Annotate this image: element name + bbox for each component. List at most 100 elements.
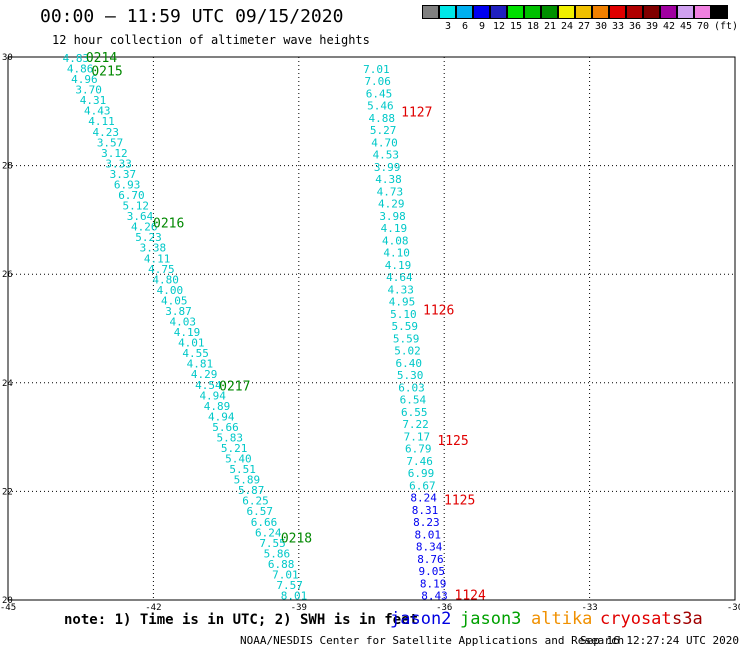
color-swatch-label: 15 xyxy=(509,21,523,32)
wave-height-value: 8.43 xyxy=(421,590,448,603)
wave-height-value: 5.59 xyxy=(393,332,420,345)
wave-height-value: 4.70 xyxy=(371,136,398,149)
wave-height-value: 4.95 xyxy=(389,296,416,309)
wave-height-value: 4.83 xyxy=(63,52,90,65)
satellite-legend-item: altika xyxy=(531,609,593,629)
wave-height-value: 4.11 xyxy=(144,252,171,265)
color-swatch xyxy=(541,5,558,19)
wave-height-value: 6.54 xyxy=(400,394,427,407)
wave-height-value: 4.10 xyxy=(383,247,410,260)
wave-height-value: 3.33 xyxy=(105,157,132,170)
color-swatch xyxy=(456,5,473,19)
wave-height-value: 4.38 xyxy=(375,173,402,186)
color-swatch xyxy=(490,5,507,19)
wave-height-value: 5.59 xyxy=(392,320,419,333)
wave-height-value: 8.24 xyxy=(410,492,437,505)
wave-height-value: 5.83 xyxy=(217,431,244,444)
wave-height-value: 4.19 xyxy=(174,326,201,339)
color-swatch-label: 36 xyxy=(628,21,642,32)
longitude-tick-label: -36 xyxy=(436,603,452,613)
credit-text: NOAA/NESDIS Center for Satellite Applica… xyxy=(240,634,625,647)
color-swatch xyxy=(558,5,575,19)
wave-height-value: 4.33 xyxy=(387,283,414,296)
wave-height-value: 6.79 xyxy=(405,443,432,456)
color-swatch xyxy=(626,5,643,19)
wave-height-value: 4.53 xyxy=(373,149,400,162)
wave-height-value: 6.93 xyxy=(114,178,141,191)
wave-height-value: 5.46 xyxy=(367,100,394,113)
wave-height-value: 4.29 xyxy=(191,368,218,381)
wave-height-value: 7.01 xyxy=(363,63,390,76)
wave-height-value: 5.12 xyxy=(122,200,149,213)
wave-height-value: 5.87 xyxy=(238,484,265,497)
wave-height-value: 8.01 xyxy=(281,590,308,603)
wave-height-value: 3.12 xyxy=(101,147,128,160)
color-swatch xyxy=(422,5,439,19)
color-swatch xyxy=(575,5,592,19)
wave-height-value: 9.05 xyxy=(419,565,446,578)
wave-height-value: 6.55 xyxy=(401,406,428,419)
pass-time-label: 1126 xyxy=(423,303,454,318)
wave-height-value: 4.94 xyxy=(199,389,226,402)
wave-height-value: 7.55 xyxy=(259,537,286,550)
wave-height-value: 5.40 xyxy=(225,453,252,466)
wave-height-value: 4.88 xyxy=(369,112,396,125)
color-swatch xyxy=(592,5,609,19)
wave-height-value: 6.88 xyxy=(268,558,295,571)
wave-height-value: 4.05 xyxy=(161,294,188,307)
wave-height-value: 3.38 xyxy=(140,242,167,255)
wave-height-value: 6.99 xyxy=(408,467,435,480)
wave-height-value: 4.75 xyxy=(148,263,175,276)
latitude-tick-label: 30 xyxy=(2,53,13,63)
wave-height-value: 4.19 xyxy=(385,259,412,272)
wave-height-value: 5.86 xyxy=(264,547,291,560)
color-scale-unit: (ft) xyxy=(714,21,739,32)
pass-time-label: 1125 xyxy=(444,494,475,509)
latitude-tick-label: 20 xyxy=(2,596,13,606)
wave-height-value: 4.80 xyxy=(152,273,179,286)
wave-height-value: 7.22 xyxy=(402,418,429,431)
wave-height-value: 8.23 xyxy=(413,516,440,529)
wave-height-value: 5.23 xyxy=(135,231,162,244)
satellite-legend-item: jason2 xyxy=(390,609,452,629)
pass-time-label: 0217 xyxy=(219,380,250,395)
latitude-tick-label: 26 xyxy=(2,270,13,280)
color-swatch xyxy=(694,5,711,19)
wave-height-value: 3.57 xyxy=(97,136,124,149)
wave-height-value: 4.19 xyxy=(381,222,408,235)
pass-time-label: 0214 xyxy=(86,51,117,66)
color-swatch-label: 9 xyxy=(478,21,486,32)
wave-height-value: 4.08 xyxy=(382,234,409,247)
wave-height-value: 6.66 xyxy=(251,516,278,529)
footer-note: note: 1) Time is in UTC; 2) SWH is in fe… xyxy=(64,612,419,628)
wave-height-value: 4.54 xyxy=(195,379,222,392)
wave-height-value: 4.55 xyxy=(182,347,209,360)
wave-height-value: 6.24 xyxy=(255,526,282,539)
wave-height-value: 5.66 xyxy=(212,421,239,434)
color-swatch-label: 18 xyxy=(526,21,540,32)
color-swatch xyxy=(473,5,490,19)
wave-height-value: 6.45 xyxy=(366,87,393,100)
longitude-tick-label: -39 xyxy=(291,603,307,613)
wave-height-value: 3.87 xyxy=(165,305,192,318)
wave-height-value: 3.98 xyxy=(379,210,406,223)
satellite-legend-item: s3a xyxy=(672,609,703,629)
wave-height-value: 3.37 xyxy=(110,168,137,181)
wave-height-value: 5.21 xyxy=(221,442,248,455)
wave-height-value: 5.10 xyxy=(390,308,417,321)
wave-height-value: 4.96 xyxy=(71,73,98,86)
wave-height-value: 4.23 xyxy=(93,126,120,139)
wave-height-value: 4.89 xyxy=(204,400,231,413)
map-frame xyxy=(7,56,736,601)
wave-height-value: 4.31 xyxy=(80,94,107,107)
color-swatch xyxy=(677,5,694,19)
wave-height-value: 6.57 xyxy=(246,505,273,518)
color-swatch-label: 70 xyxy=(696,21,710,32)
color-swatch-label: 12 xyxy=(492,21,506,32)
longitude-tick-label: -42 xyxy=(145,603,161,613)
wave-height-value: 4.94 xyxy=(208,410,235,423)
color-swatch xyxy=(439,5,456,19)
color-swatch-label: 6 xyxy=(461,21,469,32)
color-swatch-label: 33 xyxy=(611,21,625,32)
color-swatch xyxy=(507,5,524,19)
